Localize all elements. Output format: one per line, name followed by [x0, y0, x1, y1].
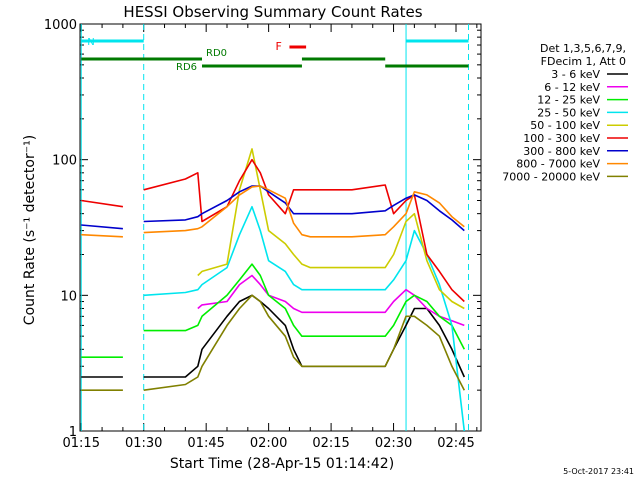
legend-entry-label: 300 - 800 keV [523, 145, 600, 158]
y-tick-label: 1 [69, 425, 77, 440]
legend-entry-label: 50 - 100 keV [530, 119, 600, 132]
flag-label-f: F [275, 40, 281, 53]
plot-area: N F RD0 RD6 [79, 23, 482, 432]
flag-label-rd6: RD6 [176, 62, 197, 73]
series-line [197, 274, 465, 327]
y-tick-labels: 1 10 100 1000 [44, 18, 77, 440]
series-line [81, 294, 466, 378]
x-tick-label: 01:30 [125, 436, 162, 451]
x-axis-label: Start Time (28-Apr-15 01:14:42) [170, 456, 394, 472]
flag-bars: N F RD0 RD6 [81, 37, 469, 73]
footer-timestamp: 5-Oct-2017 23:41 [563, 467, 634, 476]
y-tick-lines [80, 29, 481, 432]
y-tick-label: 1000 [44, 18, 77, 33]
series-line [81, 185, 465, 238]
y-axis-label: Count Rate (s⁻¹ detector⁻¹) [22, 135, 38, 325]
x-tick-label: 02:15 [312, 436, 349, 451]
series-line [81, 294, 466, 391]
x-tick-labels: 01:15 01:30 01:45 02:00 02:15 02:30 02:45 [63, 436, 475, 451]
legend-entry-label: 100 - 300 keV [523, 132, 600, 145]
legend-entry-label: 3 - 6 keV [551, 68, 600, 81]
series-line [81, 185, 465, 232]
legend: Det 1,3,5,6,7,9, FDecim 1, Att 0 3 - 6 k… [502, 42, 628, 183]
legend-entry-label: 12 - 25 keV [537, 94, 600, 107]
x-tick-label: 02:30 [375, 436, 412, 451]
y-tick-label: 10 [60, 289, 77, 304]
series-line [81, 263, 466, 358]
x-tick-label: 01:45 [187, 436, 224, 451]
x-tick-label: 01:15 [63, 436, 100, 451]
series-line [81, 158, 465, 303]
legend-entry-label: 800 - 7000 keV [516, 158, 600, 171]
time-markers [80, 24, 470, 431]
legend-header-line-1: Det 1,3,5,6,7,9, [540, 42, 626, 55]
plot-frame [79, 23, 482, 432]
flag-label-rd0: RD0 [206, 48, 227, 59]
series-line [143, 205, 466, 432]
x-tick-label: 02:45 [437, 436, 474, 451]
flag-label-n: N [87, 37, 94, 48]
legend-entry-label: 7000 - 20000 keV [502, 170, 600, 183]
chart-title: HESSI Observing Summary Count Rates [123, 3, 422, 21]
legend-entry-label: 6 - 12 keV [544, 81, 600, 94]
legend-entry-label: 25 - 50 keV [537, 106, 600, 119]
y-tick-label: 100 [52, 154, 77, 169]
series-lines [81, 148, 466, 432]
legend-header-line-2: FDecim 1, Att 0 [541, 55, 626, 68]
x-tick-lines [80, 24, 478, 431]
x-tick-label: 02:00 [250, 436, 287, 451]
series-line [197, 148, 465, 310]
